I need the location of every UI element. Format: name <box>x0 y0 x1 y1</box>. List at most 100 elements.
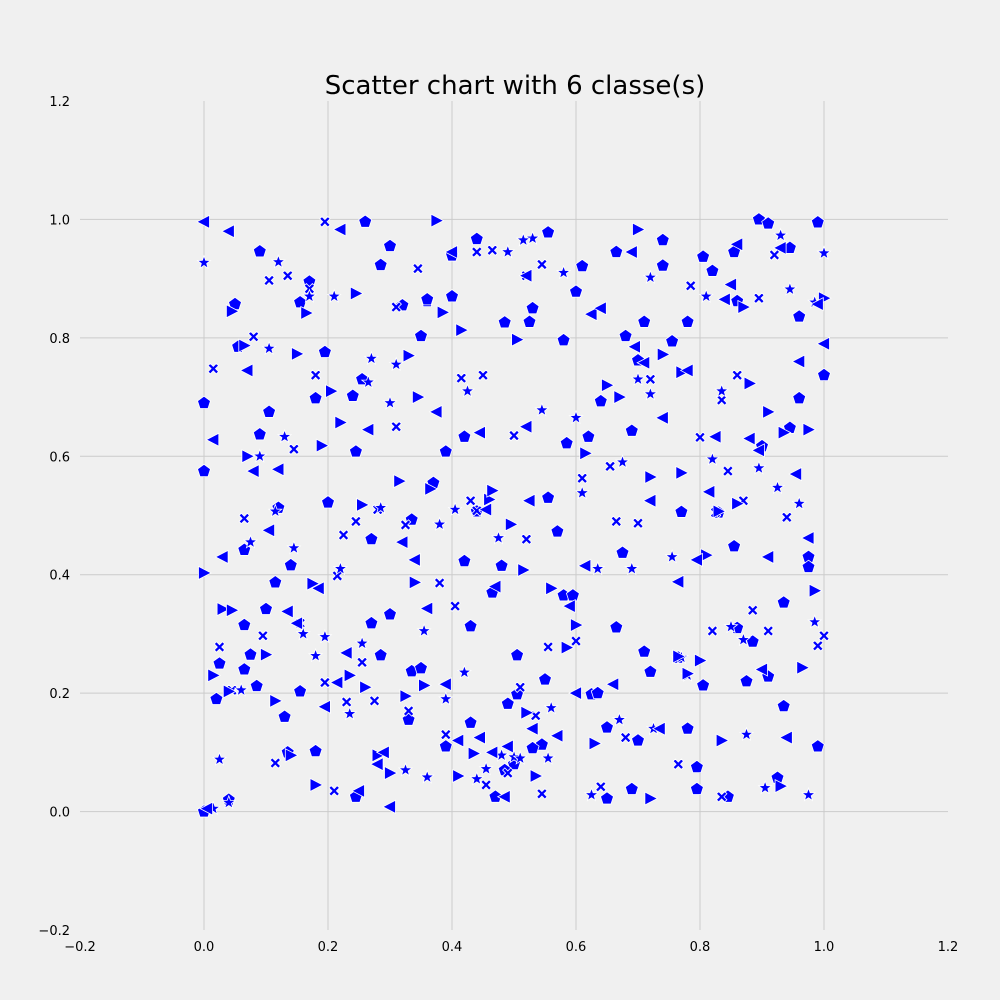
data-point-triangle-right <box>644 469 659 485</box>
data-point-x <box>570 635 582 647</box>
data-point-triangle-left <box>406 552 421 568</box>
data-point-x <box>684 279 697 292</box>
data-point-pentagon <box>420 292 435 306</box>
data-point-star <box>354 635 370 650</box>
data-point-star <box>342 705 358 721</box>
data-point-pentagon <box>522 314 537 328</box>
data-point-triangle-right <box>672 649 687 664</box>
data-point-star <box>769 479 786 495</box>
data-point-x <box>632 517 644 529</box>
data-point-x <box>368 695 381 707</box>
data-point-triangle-left <box>642 493 657 508</box>
data-point-x <box>768 249 781 261</box>
data-point-star <box>478 760 494 776</box>
data-point-triangle-left <box>521 493 536 508</box>
data-point-x <box>238 512 251 525</box>
data-point-triangle-right <box>452 768 467 784</box>
data-point-triangle-left <box>394 534 409 550</box>
data-point-pentagon <box>689 759 704 774</box>
data-point-triangle-left <box>679 363 694 378</box>
data-point-triangle-right <box>613 389 628 405</box>
data-point-pentagon <box>569 284 583 298</box>
data-point-star <box>277 428 293 444</box>
x-tick-label: 0.8 <box>690 940 711 955</box>
data-point-triangle-left <box>472 730 486 745</box>
data-point-pentagon <box>776 698 791 713</box>
data-point-star <box>791 495 807 511</box>
chart-title: Scatter chart with 6 classe(s) <box>325 71 706 101</box>
data-point-star <box>782 281 798 296</box>
data-point-triangle-right <box>774 778 789 794</box>
data-point-pentagon <box>348 444 363 458</box>
data-point-pentagon <box>252 244 267 258</box>
y-tick-label: 0.6 <box>49 450 70 465</box>
data-point-star <box>664 548 680 564</box>
x-tick-label: 0.2 <box>318 940 339 955</box>
data-point-triangle-right <box>517 562 532 578</box>
data-point-pentagon <box>293 295 308 309</box>
data-point-x <box>213 641 226 653</box>
data-point-triangle-left <box>419 601 434 616</box>
data-point-pentagon <box>565 588 580 602</box>
data-point-star <box>816 245 832 260</box>
data-point-x <box>536 788 548 800</box>
data-point-triangle-right <box>529 768 544 784</box>
data-point-triangle-left <box>568 685 582 701</box>
data-point-triangle-right <box>802 422 817 437</box>
data-point-pentagon <box>364 531 379 546</box>
data-point-x <box>753 292 765 304</box>
data-point-triangle-left <box>754 662 768 677</box>
data-point-triangle-right <box>216 601 231 617</box>
data-point-pentagon <box>609 620 624 634</box>
data-point-triangle-left <box>701 484 716 499</box>
data-point-pentagon <box>696 678 711 692</box>
data-point-star <box>301 288 317 303</box>
data-point-pentagon <box>655 232 670 247</box>
data-point-pentagon <box>414 660 428 675</box>
data-point-triangle-left <box>651 721 666 736</box>
data-point-star <box>252 448 268 463</box>
data-point-triangle-left <box>472 425 486 440</box>
data-point-pentagon <box>810 215 825 229</box>
data-point-x <box>576 472 588 484</box>
data-point-pentagon <box>463 618 478 633</box>
data-point-star <box>800 787 817 802</box>
data-point-x <box>328 785 340 797</box>
data-point-pentagon <box>259 601 273 615</box>
data-point-pentagon <box>556 332 571 347</box>
x-tick-label: 1.2 <box>938 940 959 955</box>
data-point-x <box>812 640 824 652</box>
data-point-triangle-right <box>418 678 432 693</box>
data-point-triangle-right <box>325 383 339 399</box>
data-point-x <box>694 431 706 444</box>
data-point-pentagon <box>680 314 695 328</box>
data-point-x <box>340 696 353 708</box>
data-point-star <box>624 560 640 576</box>
y-tick-label: 0.4 <box>49 569 70 584</box>
data-point-triangle-right <box>632 222 646 237</box>
data-point-pentagon <box>457 553 472 567</box>
data-point-triangle-left <box>716 292 731 307</box>
data-point-triangle-right <box>207 668 222 683</box>
data-point-triangle-left <box>549 728 564 743</box>
data-point-pentagon <box>308 390 323 405</box>
data-point-pentagon <box>525 740 540 755</box>
data-point-x <box>715 791 728 803</box>
y-axis-ticks: −0.2 0.0 0.2 0.4 0.6 0.8 1.0 1.2 <box>38 95 70 939</box>
data-point-x <box>471 246 483 258</box>
data-point-pentagon <box>792 309 807 323</box>
data-point-pentagon <box>317 344 332 358</box>
data-point-star <box>326 288 342 303</box>
data-point-triangle-right <box>712 504 727 519</box>
data-point-triangle-left <box>778 730 793 745</box>
data-point-triangle-right <box>715 733 730 748</box>
data-point-triangle-right <box>309 777 324 793</box>
data-point-triangle-left <box>428 404 443 420</box>
data-point-pentagon <box>197 463 211 477</box>
data-point-triangle-left <box>751 443 765 458</box>
data-point-x <box>502 767 514 779</box>
data-point-star <box>512 750 528 765</box>
data-point-triangle-left <box>214 549 229 565</box>
data-point-pentagon <box>463 715 478 729</box>
data-point-pentagon <box>615 545 630 559</box>
